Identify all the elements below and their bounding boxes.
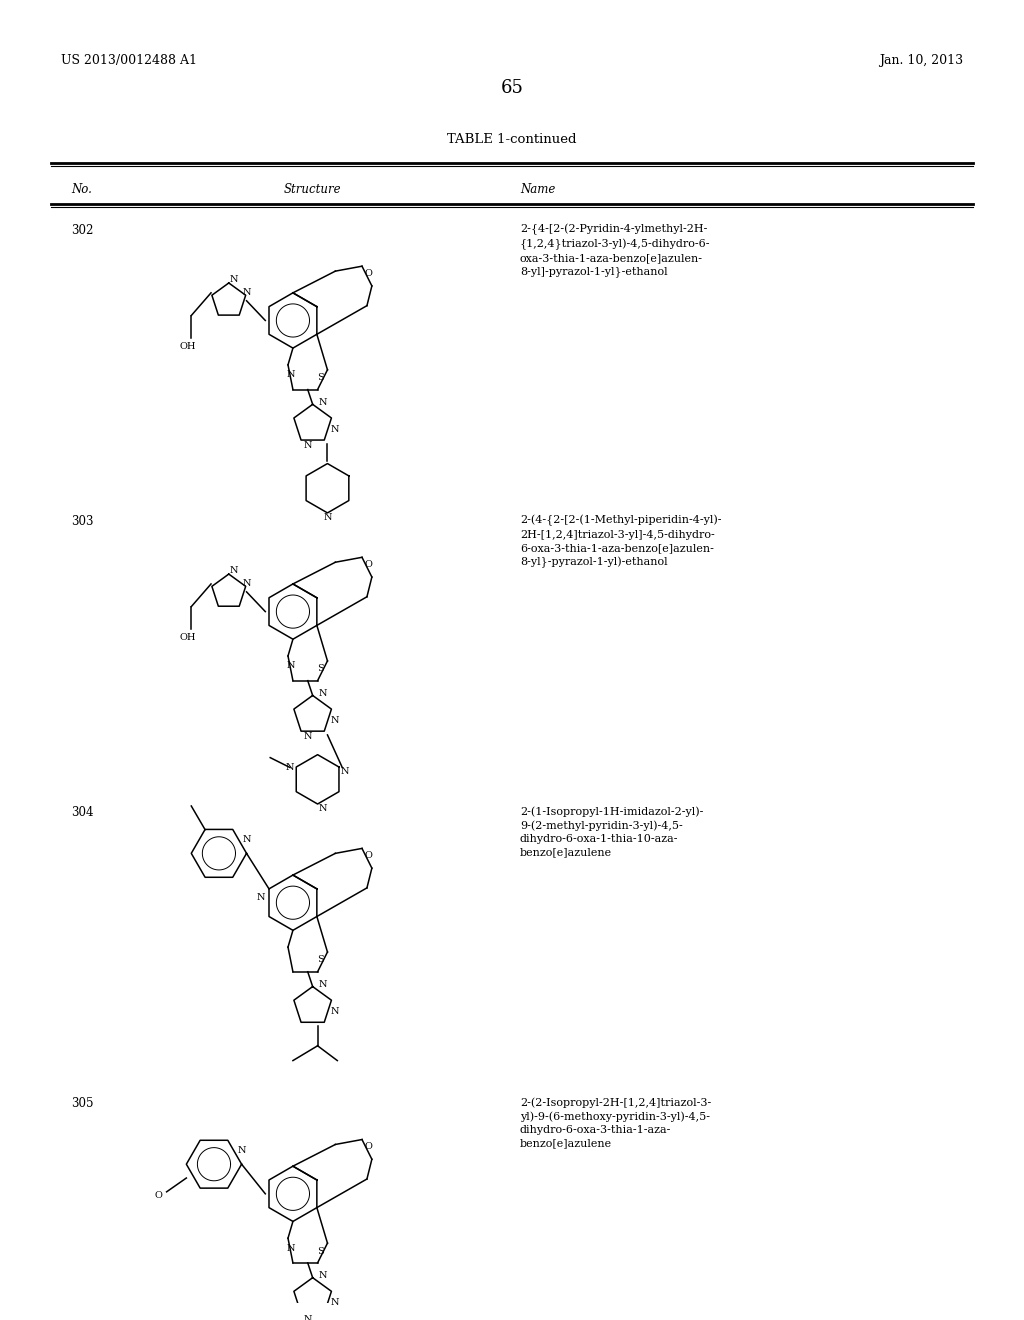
Text: Structure: Structure: [284, 182, 341, 195]
Text: N: N: [330, 1298, 339, 1307]
Text: OH: OH: [179, 342, 196, 351]
Text: O: O: [155, 1191, 163, 1200]
Text: O: O: [365, 268, 373, 277]
Text: N: N: [303, 441, 312, 450]
Text: 302: 302: [71, 224, 93, 238]
Text: Jan. 10, 2013: Jan. 10, 2013: [879, 54, 963, 67]
Text: 2-(2-Isopropyl-2H-[1,2,4]triazol-3-
yl)-9-(6-methoxy-pyridin-3-yl)-4,5-
dihydro-: 2-(2-Isopropyl-2H-[1,2,4]triazol-3- yl)-…: [520, 1097, 711, 1148]
Text: N: N: [243, 288, 251, 297]
Text: N: N: [256, 894, 264, 903]
Text: S: S: [317, 956, 324, 965]
Text: N: N: [229, 566, 238, 574]
Text: 305: 305: [71, 1097, 93, 1110]
Text: N: N: [330, 425, 339, 433]
Text: 2-(4-{2-[2-(1-Methyl-piperidin-4-yl)-
2H-[1,2,4]triazol-3-yl]-4,5-dihydro-
6-oxa: 2-(4-{2-[2-(1-Methyl-piperidin-4-yl)- 2H…: [520, 515, 721, 568]
Text: 2-(1-Isopropyl-1H-imidazol-2-yl)-
9-(2-methyl-pyridin-3-yl)-4,5-
dihydro-6-oxa-1: 2-(1-Isopropyl-1H-imidazol-2-yl)- 9-(2-m…: [520, 807, 703, 857]
Text: O: O: [365, 560, 373, 569]
Text: 304: 304: [71, 807, 93, 820]
Text: N: N: [330, 715, 339, 725]
Text: N: N: [303, 1315, 312, 1320]
Text: N: N: [303, 733, 312, 742]
Text: N: N: [287, 661, 295, 671]
Text: N: N: [318, 689, 327, 698]
Text: N: N: [318, 397, 327, 407]
Text: S: S: [317, 374, 324, 383]
Text: N: N: [287, 370, 295, 379]
Text: S: S: [317, 1246, 324, 1255]
Text: N: N: [318, 1271, 327, 1280]
Text: No.: No.: [71, 182, 92, 195]
Text: N: N: [287, 1243, 295, 1253]
Text: S: S: [317, 664, 324, 673]
Text: N: N: [318, 804, 327, 813]
Text: N: N: [286, 763, 294, 772]
Text: O: O: [365, 1142, 373, 1151]
Text: N: N: [238, 1146, 246, 1155]
Text: 303: 303: [71, 515, 93, 528]
Text: N: N: [318, 979, 327, 989]
Text: US 2013/0012488 A1: US 2013/0012488 A1: [61, 54, 197, 67]
Text: Name: Name: [520, 182, 555, 195]
Text: 2-{4-[2-(2-Pyridin-4-ylmethyl-2H-
{1,2,4}triazol-3-yl)-4,5-dihydro-6-
oxa-3-thia: 2-{4-[2-(2-Pyridin-4-ylmethyl-2H- {1,2,4…: [520, 224, 711, 277]
Text: TABLE 1-continued: TABLE 1-continued: [447, 133, 577, 147]
Text: O: O: [365, 851, 373, 859]
Text: N: N: [229, 275, 238, 284]
Text: N: N: [330, 1007, 339, 1016]
Text: N: N: [243, 579, 251, 589]
Text: 65: 65: [501, 79, 523, 96]
Text: N: N: [324, 513, 332, 523]
Text: N: N: [341, 767, 349, 776]
Text: OH: OH: [179, 634, 196, 643]
Text: N: N: [243, 836, 251, 843]
